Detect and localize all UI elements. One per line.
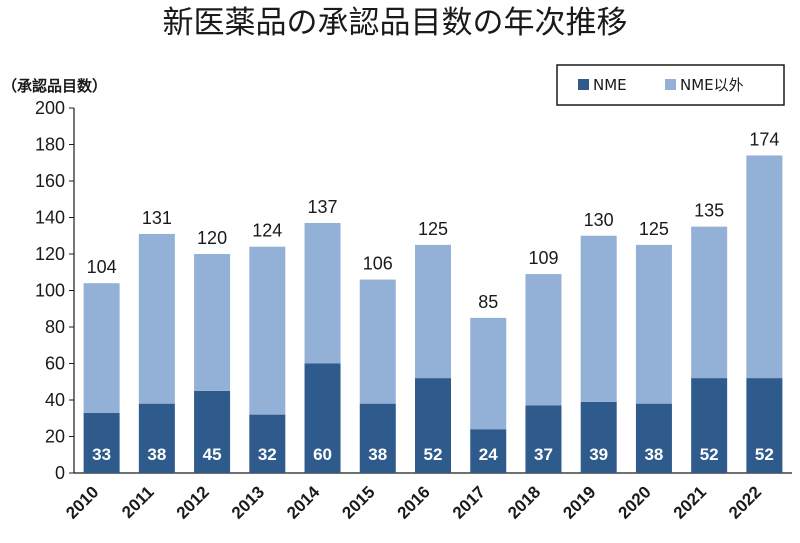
nme-value-label: 32: [258, 445, 277, 464]
nme-value-label: 37: [534, 445, 553, 464]
bar-segment-nme: [138, 403, 175, 473]
total-value-label: 106: [363, 254, 393, 274]
x-tick-label: 2014: [283, 482, 324, 523]
bar-segment-non-nme: [304, 222, 341, 364]
total-value-label: 130: [584, 210, 614, 230]
legend-swatch-nme: [578, 79, 589, 90]
total-value-label: 125: [639, 219, 669, 239]
bar-segment-non-nme: [249, 246, 286, 415]
total-value-label: 109: [528, 248, 558, 268]
bar-segment-non-nme: [746, 155, 783, 379]
y-tick-label: 180: [35, 135, 65, 155]
bar-segment-nme: [470, 429, 507, 473]
total-value-label: 131: [142, 208, 172, 228]
total-value-label: 124: [252, 221, 282, 241]
nme-value-label: 38: [368, 445, 387, 464]
x-tick-label: 2012: [173, 482, 213, 522]
x-tick-label: 2022: [725, 482, 765, 522]
x-tick-label: 2019: [559, 482, 599, 522]
y-axis-unit-label: （承認品目数）: [2, 77, 107, 95]
bar-segment-nme: [580, 401, 617, 473]
bar-segment-nme: [304, 363, 341, 473]
x-tick-label: 2020: [615, 482, 655, 522]
bar-segment-nme: [359, 403, 396, 473]
legend: NME NME以外: [556, 64, 785, 106]
nme-value-label: 52: [424, 445, 443, 464]
total-value-label: 137: [308, 197, 338, 217]
x-tick-label: 2010: [62, 482, 102, 522]
bar-segment-non-nme: [580, 235, 617, 402]
x-tick-label: 2015: [338, 482, 378, 522]
y-tick-label: 120: [35, 244, 65, 264]
nme-value-label: 52: [700, 445, 719, 464]
x-tick-label: 2021: [670, 482, 710, 522]
x-tick-label: 2011: [118, 482, 158, 522]
x-tick-label: 2018: [504, 482, 544, 522]
y-tick-label: 0: [55, 463, 65, 483]
bar-segment-nme: [83, 412, 120, 473]
bar-segment-non-nme: [415, 244, 451, 379]
bar-segment-non-nme: [470, 317, 507, 430]
y-tick-label: 100: [35, 281, 65, 301]
nme-value-label: 45: [203, 445, 222, 464]
bar-segment-non-nme: [83, 283, 120, 413]
y-tick-label: 80: [45, 317, 65, 337]
bar-segment-non-nme: [138, 233, 175, 404]
bar-segment-non-nme: [525, 274, 562, 406]
bar-segment-nme: [249, 414, 286, 473]
total-value-label: 174: [749, 129, 779, 149]
x-tick-label: 2016: [394, 482, 434, 522]
nme-value-label: 52: [755, 445, 774, 464]
bar-segment-nme: [525, 405, 562, 473]
bar-segment-non-nme: [635, 244, 672, 404]
nme-value-label: 33: [92, 445, 111, 464]
bar-segment-nme: [635, 403, 672, 473]
bar-segment-nme: [691, 378, 728, 473]
total-value-label: 104: [87, 257, 117, 277]
total-value-label: 85: [478, 292, 498, 312]
data-labels: 33 104 38 131 45 120 32 124 60 137 38 106 52 125 24 85 3…: [87, 129, 780, 464]
bar-segment-nme: [415, 378, 451, 473]
x-tick-label: 2013: [228, 482, 268, 522]
total-value-label: 120: [197, 228, 227, 248]
bar-segment-nme: [746, 378, 783, 473]
y-tick-label: 40: [45, 390, 65, 410]
nme-value-label: 38: [147, 445, 166, 464]
nme-value-label: 39: [589, 445, 608, 464]
x-tick-label: 2017: [449, 482, 489, 522]
legend-swatch-non-nme: [665, 79, 676, 90]
bar-segment-non-nme: [359, 279, 396, 404]
legend-label-nme: NME: [593, 76, 627, 94]
bar-segment-nme: [194, 390, 231, 473]
y-tick-label: 60: [45, 354, 65, 374]
total-value-label: 125: [418, 219, 448, 239]
y-tick-label: 140: [35, 208, 65, 228]
bar-segment-non-nme: [194, 254, 231, 391]
bar-segment-non-nme: [691, 226, 728, 379]
total-value-label: 135: [694, 201, 724, 221]
bars: [83, 155, 783, 473]
y-tick-label: 20: [45, 427, 65, 447]
chart-title: 新医薬品の承認品目数の年次推移: [163, 5, 628, 41]
nme-value-label: 38: [644, 445, 663, 464]
y-tick-label: 200: [35, 98, 65, 118]
nme-value-label: 24: [479, 445, 498, 464]
nme-value-label: 60: [313, 445, 332, 464]
y-tick-label: 160: [35, 171, 65, 191]
legend-label-non-nme: NME以外: [680, 76, 744, 94]
